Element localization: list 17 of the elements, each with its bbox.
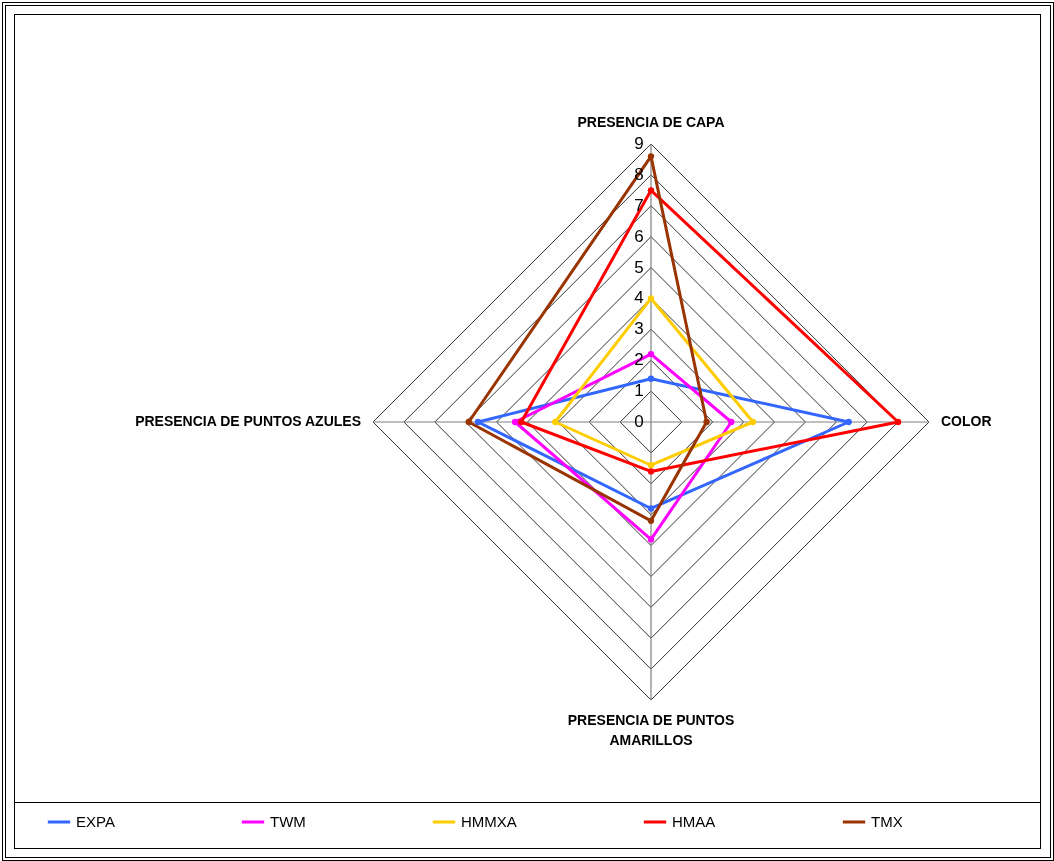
y-tick-label: 3: [634, 319, 644, 339]
y-tick-label: 0: [634, 412, 644, 431]
legend-label: HMAA: [672, 813, 716, 830]
y-tick-label: 1: [634, 381, 644, 401]
legend-label: TWM: [270, 813, 306, 830]
legend-label: EXPA: [76, 813, 115, 830]
y-tick-label: 5: [634, 257, 644, 277]
y-tick-label: 9: [634, 134, 644, 153]
spoke-label: PRESENCIA DE PUNTOS AZULES: [135, 413, 361, 429]
spoke-label: PRESENCIA DE PUNTOS AMARILLOS: [567, 712, 735, 748]
legend-label: TMX: [871, 813, 903, 830]
spoke-label: PRESENCIA DE CAPA: [577, 114, 725, 130]
y-tick-label: 6: [634, 226, 644, 246]
legend-label: HMMXA: [461, 813, 517, 830]
y-tick-label: 7: [634, 195, 644, 215]
y-tick-label: 4: [634, 288, 644, 308]
spoke-label: COLOR: [941, 413, 992, 429]
